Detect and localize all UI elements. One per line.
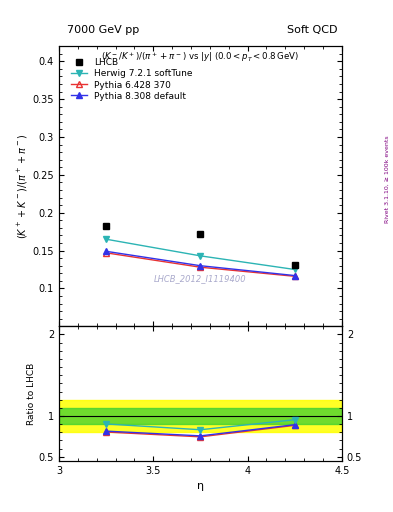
X-axis label: η: η: [197, 481, 204, 491]
Pythia 6.428 370: [198, 264, 203, 270]
Pythia 8.308 default: [104, 248, 108, 254]
Y-axis label: Ratio to LHCB: Ratio to LHCB: [27, 362, 36, 424]
Legend: LHCB, Herwig 7.2.1 softTune, Pythia 6.428 370, Pythia 8.308 default: LHCB, Herwig 7.2.1 softTune, Pythia 6.42…: [69, 56, 195, 102]
Herwig 7.2.1 softTune: [104, 236, 108, 242]
Bar: [59, 408, 342, 424]
Herwig 7.2.1 softTune: [198, 253, 203, 259]
Line: LHCB: LHCB: [103, 222, 298, 268]
Line: Pythia 8.308 default: Pythia 8.308 default: [103, 248, 298, 279]
Bar: [59, 400, 342, 432]
Pythia 6.428 370: [292, 273, 297, 280]
Pythia 6.428 370: [104, 250, 108, 256]
Text: Rivet 3.1.10, ≥ 100k events: Rivet 3.1.10, ≥ 100k events: [385, 135, 390, 223]
Y-axis label: $(K^+ + K^-)$/$(\pi^+ + \pi^-)$: $(K^+ + K^-)$/$(\pi^+ + \pi^-)$: [16, 134, 30, 239]
Pythia 8.308 default: [292, 272, 297, 279]
Text: Soft QCD: Soft QCD: [288, 25, 338, 35]
LHCB: [198, 231, 203, 237]
Line: Pythia 6.428 370: Pythia 6.428 370: [103, 250, 298, 280]
LHCB: [104, 223, 108, 229]
Text: 7000 GeV pp: 7000 GeV pp: [67, 25, 139, 35]
Pythia 8.308 default: [198, 263, 203, 269]
Line: Herwig 7.2.1 softTune: Herwig 7.2.1 softTune: [103, 236, 298, 272]
Text: LHCB_2012_I1119400: LHCB_2012_I1119400: [154, 274, 247, 283]
LHCB: [292, 262, 297, 268]
Herwig 7.2.1 softTune: [292, 266, 297, 272]
Text: $(K^-/K^+)/(\pi^++\pi^-)$ vs $|y|$ $(0.0 < p_T < 0.8\,\mathrm{GeV})$: $(K^-/K^+)/(\pi^++\pi^-)$ vs $|y|$ $(0.0…: [101, 50, 299, 64]
